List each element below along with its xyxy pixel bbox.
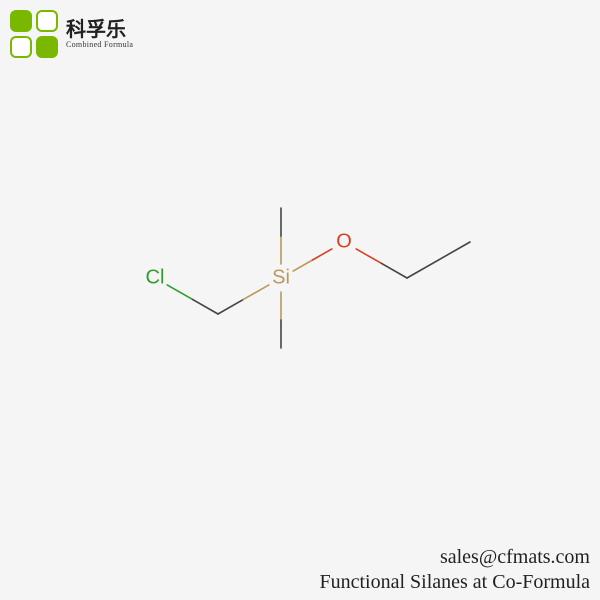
contact-email: sales@cfmats.com: [319, 546, 590, 569]
tagline: Functional Silanes at Co-Formula: [319, 571, 590, 594]
footer: sales@cfmats.com Functional Silanes at C…: [319, 546, 590, 594]
atom-si: Si: [272, 267, 290, 290]
molecule-diagram: [0, 0, 600, 600]
atom-o: O: [336, 231, 352, 254]
atom-cl: Cl: [146, 267, 165, 290]
